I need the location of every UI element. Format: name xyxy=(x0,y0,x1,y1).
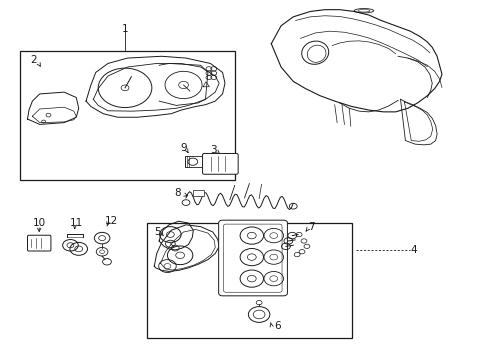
Text: 7: 7 xyxy=(308,222,314,231)
Text: 4: 4 xyxy=(409,245,416,255)
Bar xyxy=(147,223,351,338)
FancyBboxPatch shape xyxy=(223,224,282,292)
Text: 10: 10 xyxy=(33,218,46,228)
Text: 12: 12 xyxy=(105,216,118,226)
Bar xyxy=(193,190,203,196)
FancyBboxPatch shape xyxy=(202,153,238,174)
Bar xyxy=(20,51,234,180)
Text: 6: 6 xyxy=(274,321,281,331)
Text: 2: 2 xyxy=(30,55,37,65)
FancyBboxPatch shape xyxy=(218,220,287,296)
Text: 11: 11 xyxy=(69,218,83,228)
Bar xyxy=(184,156,205,167)
Text: 1: 1 xyxy=(122,24,128,35)
Text: 5: 5 xyxy=(154,227,161,237)
Text: 9: 9 xyxy=(180,143,186,153)
FancyBboxPatch shape xyxy=(27,235,51,251)
Text: 3: 3 xyxy=(210,144,217,154)
Text: 8: 8 xyxy=(174,188,180,198)
